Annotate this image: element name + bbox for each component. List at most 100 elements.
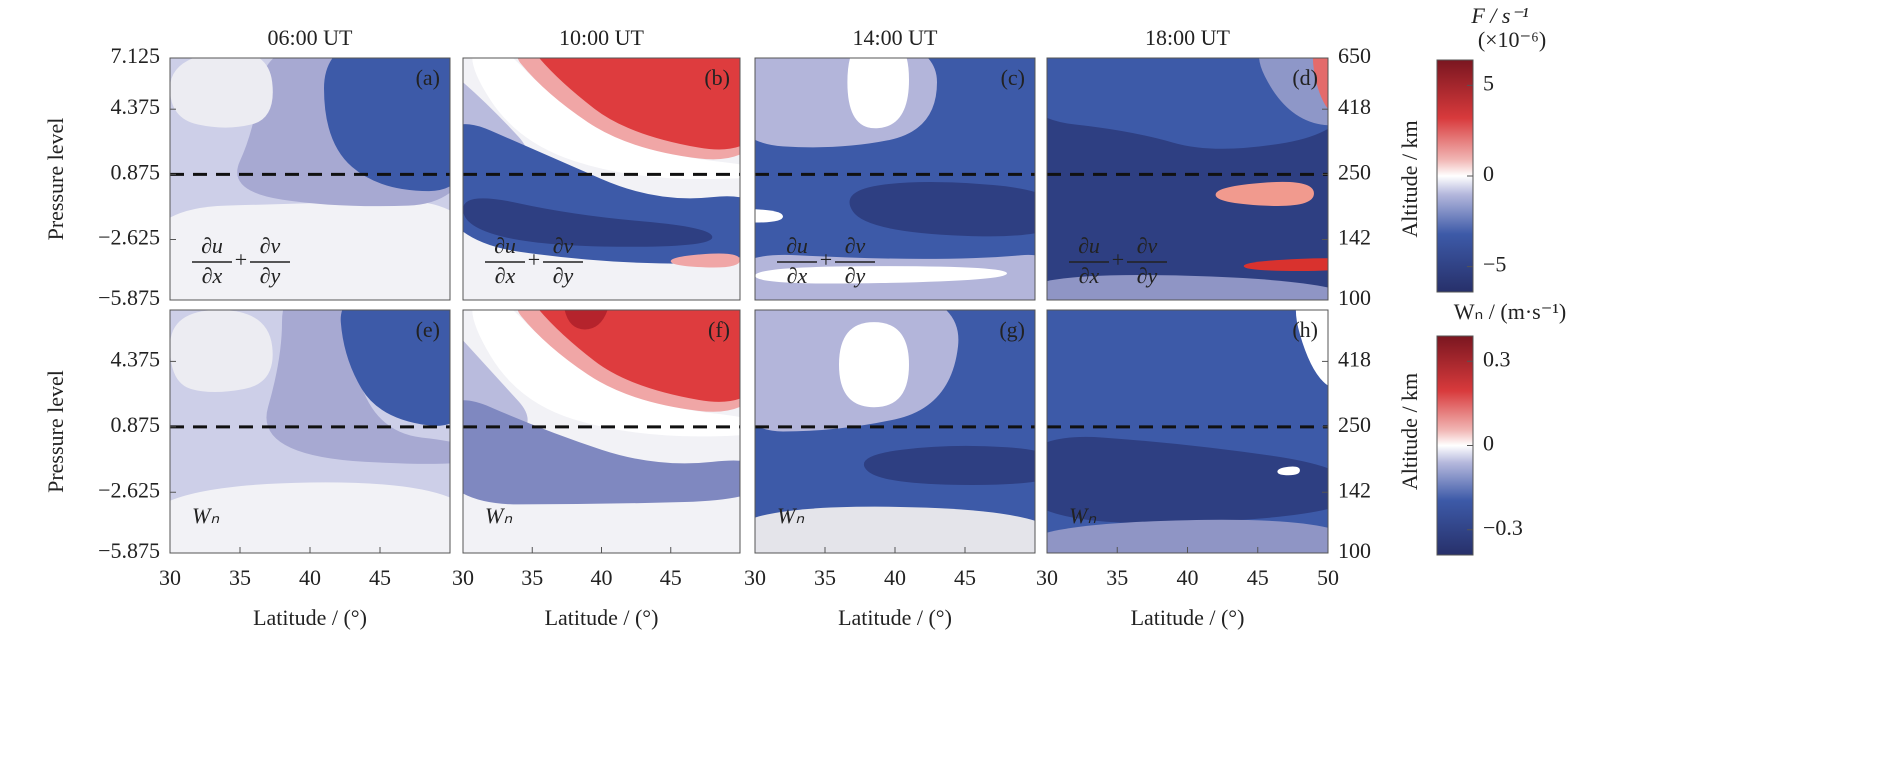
panel-label: (d): [1292, 65, 1318, 90]
x-tick-label: 35: [814, 565, 836, 590]
panel-label: (f): [708, 317, 730, 342]
x-tick-label: 45: [1247, 565, 1269, 590]
y2-tick-label: 418: [1338, 346, 1371, 371]
contour-region: [1243, 258, 1328, 271]
x-tick-label: 30: [1036, 565, 1058, 590]
x-axis-label: Latitude / (°): [253, 605, 367, 630]
y2-tick-label: 100: [1338, 538, 1371, 563]
panel-annotation: Wₙ: [192, 503, 219, 528]
panel-annotation: Wₙ: [1069, 503, 1096, 528]
contour-region: [755, 506, 1035, 553]
contour-region: [1047, 519, 1328, 553]
x-tick-label: 45: [369, 565, 391, 590]
contour-region: [1259, 58, 1328, 126]
panel: [755, 58, 1035, 300]
panel: [1047, 310, 1328, 553]
colorbar-tick-label: 0.3: [1483, 346, 1511, 371]
y2-tick-label: 100: [1338, 285, 1371, 310]
x-tick-label: 40: [299, 565, 321, 590]
contour-region: [670, 253, 740, 268]
formula-num: ∂u: [1078, 233, 1100, 258]
panel-label: (a): [416, 65, 440, 90]
formula-op: +: [235, 247, 247, 272]
y2-tick-label: 142: [1338, 225, 1371, 250]
y-tick-label: −5.875: [98, 538, 160, 563]
formula-den: ∂y: [260, 263, 281, 288]
formula-num: ∂v: [845, 233, 866, 258]
y-tick-label: 4.375: [111, 94, 161, 119]
panel-label: (h): [1292, 317, 1318, 342]
contour-region: [1047, 275, 1328, 300]
contour-region: [170, 58, 273, 128]
formula-num: ∂v: [1137, 233, 1158, 258]
contour-region: [1047, 58, 1328, 149]
y2-tick-label: 650: [1338, 43, 1371, 68]
y2-axis-label: Altitude / km: [1397, 373, 1422, 490]
colorbar-tick-label: −0.3: [1483, 515, 1523, 540]
panel: [170, 58, 450, 300]
y-tick-label: −5.875: [98, 285, 160, 310]
y-tick-label: −2.625: [98, 477, 160, 502]
panel: [463, 58, 740, 300]
panel: [170, 310, 450, 553]
formula-op: +: [528, 247, 540, 272]
column-title: 06:00 UT: [268, 25, 354, 50]
contour-region: [847, 58, 909, 129]
contour-region: [564, 310, 608, 330]
x-axis-label: Latitude / (°): [1131, 605, 1245, 630]
formula-num: ∂v: [260, 233, 281, 258]
formula-num: ∂u: [201, 233, 223, 258]
y2-axis-label: Altitude / km: [1397, 120, 1422, 237]
x-tick-label: 35: [229, 565, 251, 590]
y-tick-label: 0.875: [111, 159, 161, 184]
formula-op: +: [820, 247, 832, 272]
contour-region: [1215, 181, 1314, 206]
y-axis-label: Pressure level: [43, 118, 68, 241]
formula-op: +: [1112, 247, 1124, 272]
x-tick-label: 30: [744, 565, 766, 590]
formula-num: ∂v: [553, 233, 574, 258]
x-tick-label: 30: [159, 565, 181, 590]
colorbar-title: F / s⁻¹: [1470, 3, 1528, 28]
y2-tick-label: 250: [1338, 159, 1371, 184]
contour-region: [170, 310, 273, 393]
x-tick-label: 30: [452, 565, 474, 590]
colorbar-tick-label: 5: [1483, 70, 1494, 95]
y-axis-label: Pressure level: [43, 370, 68, 493]
x-tick-label: 45: [954, 565, 976, 590]
contour-region: [1047, 436, 1328, 524]
formula-den: ∂y: [1137, 263, 1158, 288]
colorbar-tick-label: 0: [1483, 161, 1494, 186]
y-tick-label: 0.875: [111, 412, 161, 437]
x-tick-label: 40: [884, 565, 906, 590]
panel-annotation: Wₙ: [485, 503, 512, 528]
contour-region: [472, 310, 740, 437]
formula-den: ∂x: [202, 263, 223, 288]
formula-num: ∂u: [494, 233, 516, 258]
contour-region: [170, 200, 450, 300]
formula-den: ∂x: [1079, 263, 1100, 288]
contour-region: [1312, 58, 1328, 109]
colorbar-title: Wₙ / (m·s⁻¹): [1454, 299, 1567, 324]
panel: [755, 310, 1035, 553]
contour-region: [863, 445, 1035, 485]
x-axis-label: Latitude / (°): [545, 605, 659, 630]
panel: [463, 310, 740, 553]
x-axis-label: Latitude / (°): [838, 605, 952, 630]
panel-label: (b): [704, 65, 730, 90]
column-title: 10:00 UT: [559, 25, 645, 50]
contour-region: [170, 482, 450, 553]
x-tick-label: 45: [660, 565, 682, 590]
y-tick-label: 7.125: [111, 43, 161, 68]
colorbar-subtitle: (×10⁻⁶): [1478, 27, 1546, 52]
contour-region: [324, 58, 450, 192]
formula-den: ∂x: [495, 263, 516, 288]
panel-frame: [169, 57, 451, 301]
contour-region: [755, 209, 783, 223]
contour-region: [340, 310, 450, 426]
colorbar-tick-label: 0: [1483, 431, 1494, 456]
contour-region: [539, 58, 740, 150]
contour-region: [839, 322, 909, 408]
y2-tick-label: 418: [1338, 94, 1371, 119]
